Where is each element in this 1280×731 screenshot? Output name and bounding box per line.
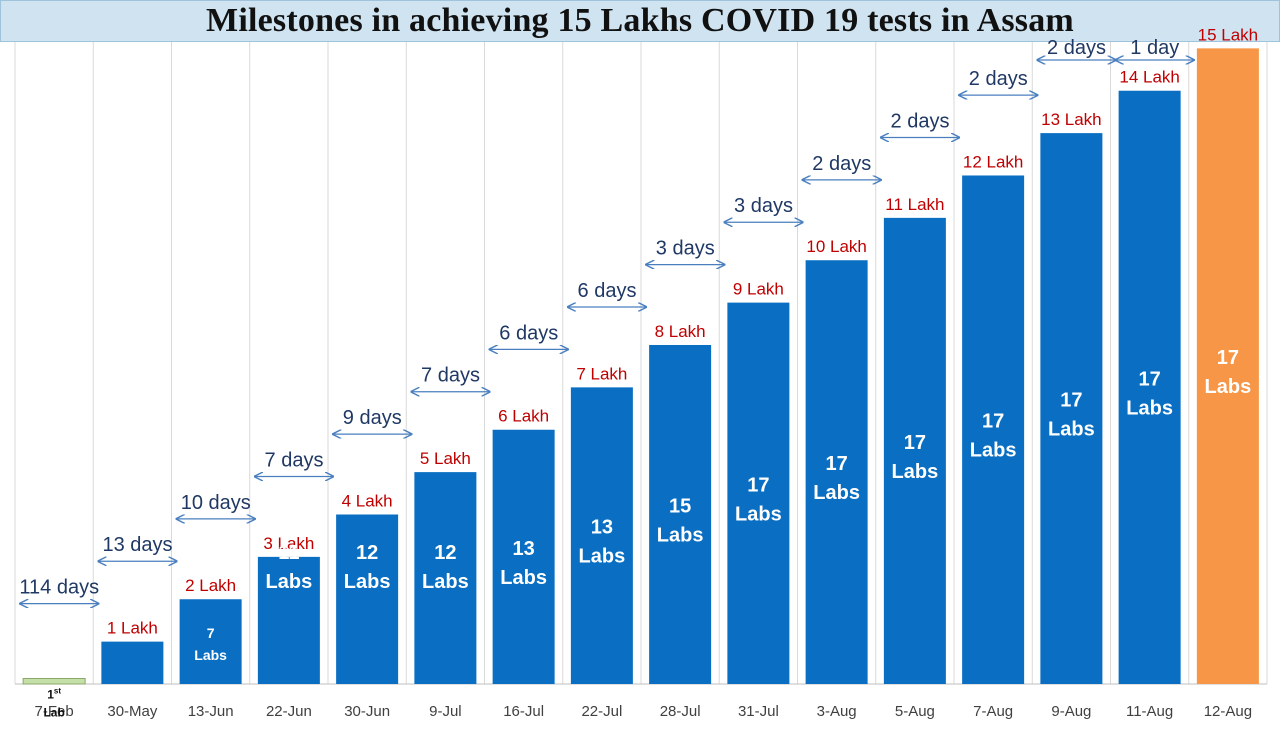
labs-label-number: 17 (1139, 368, 1161, 390)
x-tick-label: 11-Aug (1126, 703, 1173, 720)
data-label: 6 Lakh (498, 407, 549, 426)
x-tick-label: 3-Aug (817, 703, 857, 720)
labs-label-unit: Labs (970, 440, 1017, 462)
x-tick-label: 5-Aug (895, 703, 935, 720)
x-tick-label: 22-Jun (266, 703, 312, 720)
labs-label-unit: Labs (892, 461, 939, 483)
labs-label-unit: Labs (500, 567, 547, 589)
x-tick-label: 16-Jul (503, 703, 544, 720)
labels: 7-Feb 1st Lab 30-May 1 Lakh 13-Jun 2 Lakh 7 Labs… (19, 25, 1258, 720)
interval-label: 6 days (499, 322, 558, 344)
x-tick-label: 22-Jul (581, 703, 622, 720)
data-label: 11 Lakh (885, 195, 944, 214)
data-label: 14 Lakh (1119, 68, 1180, 87)
data-label: 8 Lakh (655, 322, 706, 341)
labs-label-unit: Labs (1205, 376, 1252, 398)
interval-label: 13 days (102, 534, 172, 556)
x-tick-label: 30-Jun (344, 703, 390, 720)
labs-label-unit: Labs (657, 524, 704, 546)
interval-label: 1 day (1130, 37, 1179, 59)
labs-label-number: 1st (47, 686, 61, 701)
data-label: 3 Lakh (263, 534, 314, 553)
interval-label: 10 days (181, 492, 251, 514)
x-tick-label: 30-May (107, 703, 158, 720)
labs-label-unit: Labs (266, 571, 313, 593)
bar (727, 302, 790, 684)
chart-title: Milestones in achieving 15 Lakhs COVID 1… (206, 2, 1074, 39)
labs-label-number: 7 (207, 625, 215, 641)
labs-label-unit: Labs (194, 647, 227, 663)
data-label: 9 Lakh (733, 280, 784, 299)
labs-label-number: 17 (826, 453, 848, 475)
labs-label-unit: Labs (735, 503, 782, 525)
interval-label: 2 days (891, 110, 950, 132)
x-tick-label: 7-Feb (35, 703, 74, 720)
labs-label-unit: Lab (43, 705, 64, 719)
x-tick-label: 31-Jul (738, 703, 779, 720)
labs-label-number: 17 (747, 474, 769, 496)
chart-title-bar: Milestones in achieving 15 Lakhs COVID 1… (0, 0, 1280, 42)
data-label: 2 Lakh (185, 576, 236, 595)
labs-label-number: 12 (434, 542, 456, 564)
x-tick-label: 9-Aug (1051, 703, 1091, 720)
data-label: 5 Lakh (420, 449, 471, 468)
bar (336, 514, 399, 684)
labs-label-number: 15 (669, 495, 691, 517)
interval-label: 7 days (265, 449, 324, 471)
x-tick-label: 13-Jun (188, 703, 234, 720)
bar (257, 556, 320, 684)
interval-label: 2 days (1047, 37, 1106, 59)
labs-label-unit: Labs (1126, 397, 1173, 419)
interval-label: 3 days (734, 195, 793, 217)
bar (492, 429, 555, 684)
interval-label: 114 days (19, 577, 99, 599)
labs-label-unit: Labs (1048, 419, 1095, 441)
data-label: 12 Lakh (963, 152, 1024, 171)
bar (805, 260, 868, 684)
x-tick-label: 28-Jul (660, 703, 701, 720)
data-label: 4 Lakh (342, 491, 393, 510)
bar (22, 677, 86, 685)
bar (883, 217, 946, 684)
data-label: 15 Lakh (1198, 25, 1259, 44)
labs-label-number: 17 (982, 411, 1004, 433)
labs-label-number: 13 (591, 517, 613, 539)
x-tick-label: 7-Aug (973, 703, 1013, 720)
interval-label: 2 days (969, 68, 1028, 90)
bar (414, 472, 477, 684)
bar (570, 387, 633, 684)
bars (22, 48, 1259, 685)
labs-label-unit: Labs (422, 571, 469, 593)
bar (962, 175, 1025, 684)
interval-label: 6 days (578, 280, 637, 302)
bar (1196, 48, 1259, 684)
labs-label-number: 17 (904, 432, 926, 454)
data-label: 10 Lakh (806, 237, 867, 256)
interval-label: 2 days (812, 153, 871, 175)
labs-label-unit: Labs (344, 571, 391, 593)
bar (1118, 90, 1181, 685)
labs-label-number: 11 (278, 542, 299, 564)
data-label: 1 Lakh (107, 619, 158, 638)
labs-label-number: 12 (356, 542, 378, 564)
labs-label-number: 17 (1060, 390, 1082, 412)
labs-label-unit: Labs (813, 482, 860, 504)
labs-label-number: 17 (1217, 347, 1239, 369)
x-tick-label: 12-Aug (1204, 703, 1252, 720)
labs-label-unit: Labs (579, 546, 626, 568)
data-label: 13 Lakh (1041, 110, 1102, 129)
data-label: 7 Lakh (576, 364, 627, 383)
bar (649, 344, 712, 684)
interval-arrows (20, 60, 1194, 604)
gridlines (14, 42, 1268, 684)
bar (179, 599, 242, 684)
interval-label: 9 days (343, 407, 402, 429)
x-tick-label: 9-Jul (429, 703, 462, 720)
interval-label: 7 days (421, 365, 480, 387)
labs-label-number: 13 (513, 538, 535, 560)
bar (101, 641, 164, 684)
bar (1040, 133, 1103, 685)
interval-label: 3 days (656, 238, 715, 260)
